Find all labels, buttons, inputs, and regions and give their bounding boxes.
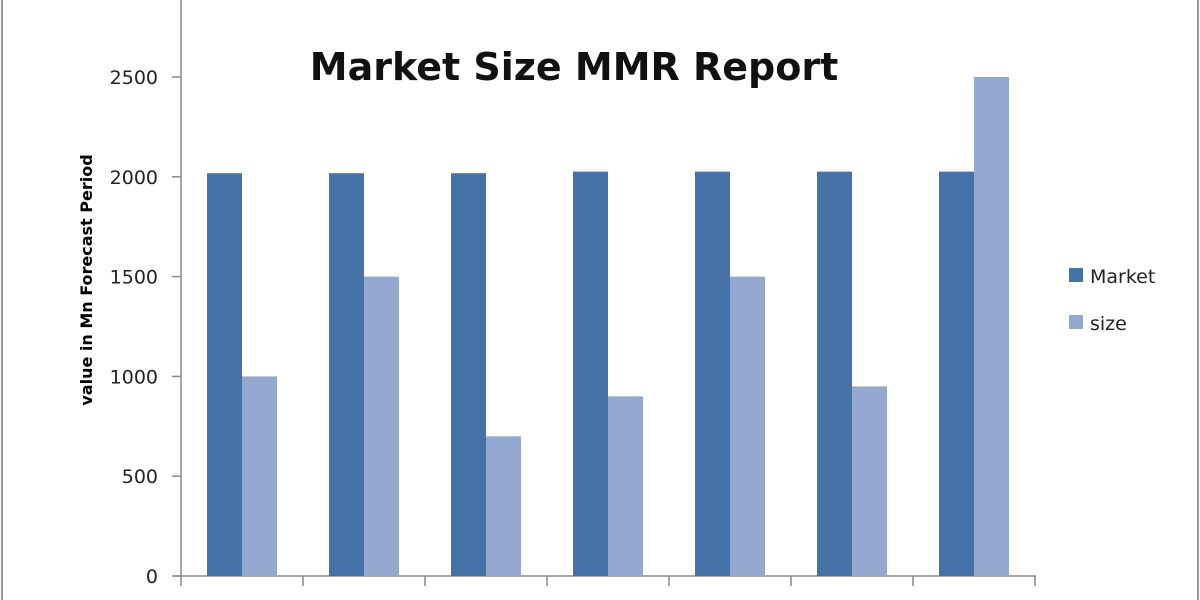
bar-market-4 <box>573 171 608 576</box>
bar-size-3 <box>486 436 521 576</box>
y-tick-label: 1000 <box>110 366 158 388</box>
bar-size-1 <box>242 376 277 576</box>
bar-size-6 <box>852 386 887 576</box>
bar-market-2 <box>329 173 364 576</box>
legend-label-market: Market <box>1090 266 1155 288</box>
bar-size-2 <box>364 276 399 576</box>
y-tick-label: 500 <box>122 466 158 488</box>
legend-label-size: size <box>1090 313 1127 335</box>
bar-market-6 <box>817 171 852 576</box>
bar-market-1 <box>207 173 242 576</box>
y-tick-label: 1500 <box>110 267 158 289</box>
bar-size-7 <box>974 77 1009 576</box>
bar-market-5 <box>695 171 730 576</box>
chart-title: Market Size MMR Report <box>310 45 839 89</box>
bar-market-7 <box>939 171 974 576</box>
bar-size-4 <box>608 396 643 576</box>
bar-market-3 <box>451 173 486 576</box>
y-axis-label: value in Mn Forecast Period <box>77 154 96 405</box>
y-tick-label: 2500 <box>110 67 158 89</box>
y-tick-label: 0 <box>146 566 158 588</box>
bar-size-5 <box>730 276 765 576</box>
legend-swatch-size <box>1069 315 1083 329</box>
y-tick-label: 2000 <box>110 167 158 189</box>
legend-swatch-market <box>1069 268 1083 282</box>
